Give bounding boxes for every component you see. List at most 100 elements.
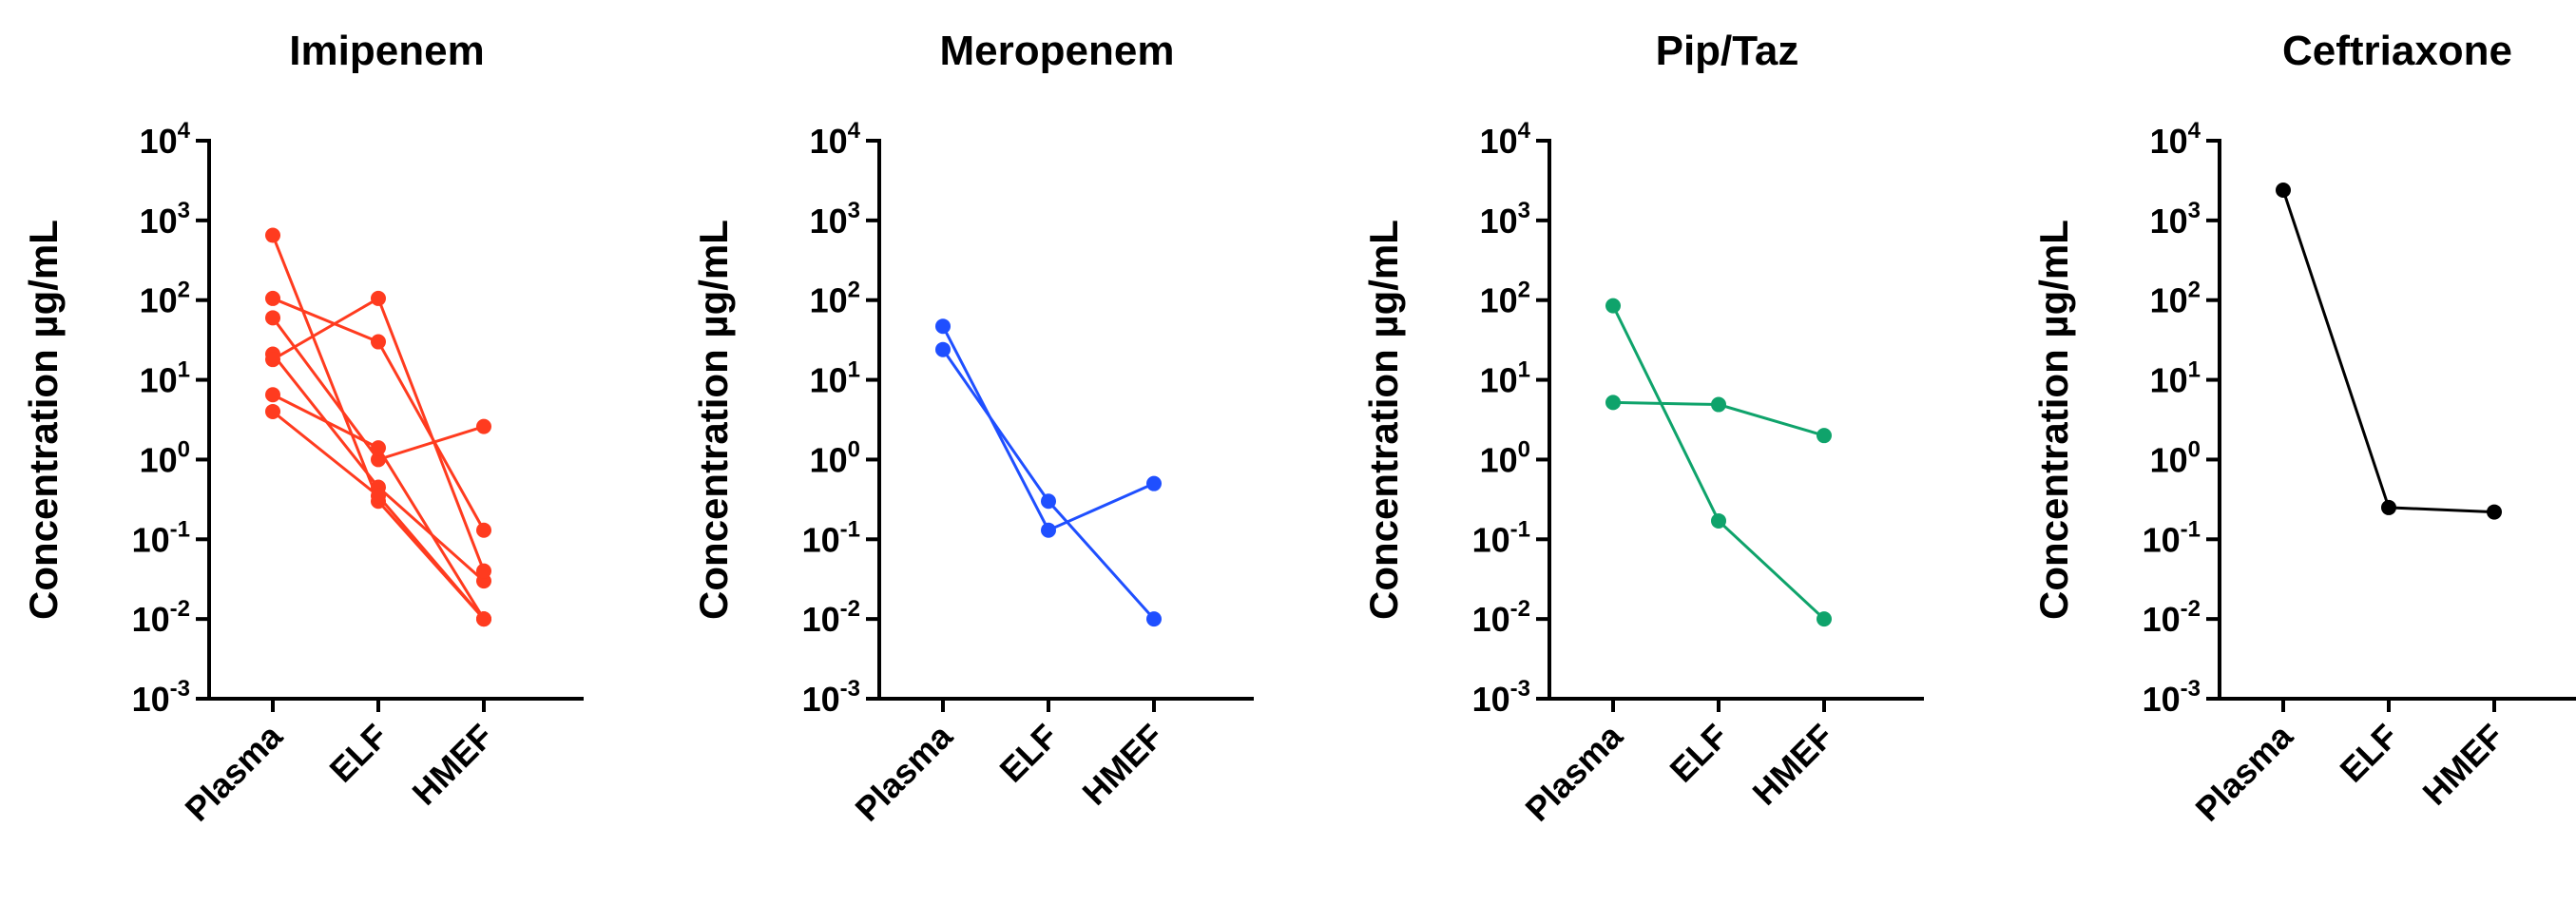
y-tick-exponent: 3 xyxy=(848,198,860,223)
x-tick-label: ELF xyxy=(2333,717,2406,790)
y-tick-base: 10 xyxy=(802,520,840,559)
x-tick-label: HMEF xyxy=(1745,717,1841,813)
y-tick-label: 10-2 xyxy=(802,596,860,639)
y-tick-label: 102 xyxy=(810,278,860,320)
x-tick-label: HMEF xyxy=(2415,717,2511,813)
y-tick-label: 102 xyxy=(140,278,190,320)
y-tick-base: 10 xyxy=(1472,680,1510,719)
y-axis-label: Concentration µg/mL xyxy=(1361,220,1406,620)
x-tick-label: HMEF xyxy=(405,717,501,813)
y-tick-label: 10-3 xyxy=(2143,676,2201,719)
chart-title: Meropenem xyxy=(940,28,1175,74)
y-tick-label: 103 xyxy=(2150,198,2201,241)
data-point xyxy=(265,290,280,306)
y-tick-label: 104 xyxy=(810,118,861,161)
data-point xyxy=(265,403,280,419)
y-tick-exponent: -1 xyxy=(840,516,860,542)
y-tick-exponent: -2 xyxy=(2181,596,2201,622)
x-tick-label: Plasma xyxy=(2188,716,2301,829)
y-tick-label: 10-1 xyxy=(802,516,860,559)
y-tick-exponent: 2 xyxy=(2188,278,2201,303)
x-tick-label: ELF xyxy=(1663,717,1736,790)
data-point xyxy=(2276,182,2291,198)
y-tick-exponent: 4 xyxy=(2188,118,2201,144)
chart-title: Pip/Taz xyxy=(1656,28,1799,74)
y-tick-exponent: 1 xyxy=(848,357,860,383)
y-tick-base: 10 xyxy=(2150,281,2188,320)
data-point xyxy=(265,310,280,326)
data-point xyxy=(1605,298,1621,314)
y-tick-exponent: 2 xyxy=(178,278,190,303)
data-point xyxy=(935,318,951,335)
y-tick-exponent: -1 xyxy=(1510,516,1530,542)
y-tick-exponent: 1 xyxy=(2188,357,2201,383)
y-tick-exponent: -1 xyxy=(2181,516,2201,542)
data-point xyxy=(371,334,386,350)
y-tick-base: 10 xyxy=(132,680,170,719)
series-line xyxy=(1611,304,1826,621)
y-tick-base: 10 xyxy=(132,520,170,559)
y-axis-label: Concentration µg/mL xyxy=(691,220,736,620)
y-tick-exponent: 3 xyxy=(2188,198,2201,223)
y-tick-label: 103 xyxy=(810,198,860,241)
y-tick-exponent: -1 xyxy=(170,516,190,542)
x-tick-label: Plasma xyxy=(1518,716,1631,829)
y-tick-exponent: 4 xyxy=(178,118,191,144)
series-line xyxy=(2281,189,2495,514)
y-tick-base: 10 xyxy=(2143,520,2181,559)
y-axis-label: Concentration µg/mL xyxy=(2031,220,2076,620)
data-point xyxy=(371,440,386,456)
y-tick-exponent: -3 xyxy=(2181,676,2201,702)
y-tick-exponent: 2 xyxy=(848,278,860,303)
y-tick-label: 10-2 xyxy=(132,596,190,639)
y-tick-label: 10-3 xyxy=(802,676,860,719)
y-tick-base: 10 xyxy=(810,202,848,241)
y-tick-base: 10 xyxy=(1480,440,1518,479)
data-point xyxy=(1146,475,1162,491)
y-tick-label: 101 xyxy=(140,357,190,400)
data-point xyxy=(476,563,491,579)
y-tick-base: 10 xyxy=(810,281,848,320)
y-tick-base: 10 xyxy=(2150,202,2188,241)
y-tick-base: 10 xyxy=(802,680,840,719)
y-tick-base: 10 xyxy=(132,600,170,639)
y-tick-label: 104 xyxy=(1480,118,1531,161)
data-point xyxy=(476,418,491,434)
data-point xyxy=(371,290,386,306)
y-tick-exponent: 2 xyxy=(1518,278,1530,303)
x-tick-label: ELF xyxy=(992,717,1066,790)
y-tick-base: 10 xyxy=(810,122,848,161)
y-tick-exponent: 0 xyxy=(2188,436,2201,462)
y-tick-exponent: 3 xyxy=(178,198,190,223)
y-axis-label: Concentration µg/mL xyxy=(21,220,66,620)
y-tick-label: 10-1 xyxy=(2143,516,2201,559)
y-tick-exponent: -2 xyxy=(1510,596,1530,622)
data-point xyxy=(265,227,280,243)
y-tick-exponent: 4 xyxy=(848,118,861,144)
y-tick-base: 10 xyxy=(2150,122,2188,161)
data-point xyxy=(265,352,280,368)
data-point xyxy=(1041,522,1056,538)
y-tick-label: 102 xyxy=(2150,278,2201,320)
x-tick-label: Plasma xyxy=(178,716,291,829)
y-tick-exponent: 0 xyxy=(1518,436,1530,462)
y-tick-label: 100 xyxy=(1480,436,1530,479)
y-tick-label: 104 xyxy=(2150,118,2201,161)
y-tick-exponent: -2 xyxy=(840,596,860,622)
y-tick-base: 10 xyxy=(802,600,840,639)
y-tick-label: 102 xyxy=(1480,278,1530,320)
y-tick-base: 10 xyxy=(810,361,848,400)
data-point xyxy=(476,611,491,627)
data-point xyxy=(2381,499,2396,515)
y-tick-exponent: -3 xyxy=(170,676,190,702)
y-tick-base: 10 xyxy=(2143,680,2181,719)
y-tick-label: 100 xyxy=(140,436,190,479)
x-tick-label: Plasma xyxy=(848,716,961,829)
y-tick-label: 101 xyxy=(1480,357,1530,400)
y-tick-exponent: 0 xyxy=(178,436,190,462)
